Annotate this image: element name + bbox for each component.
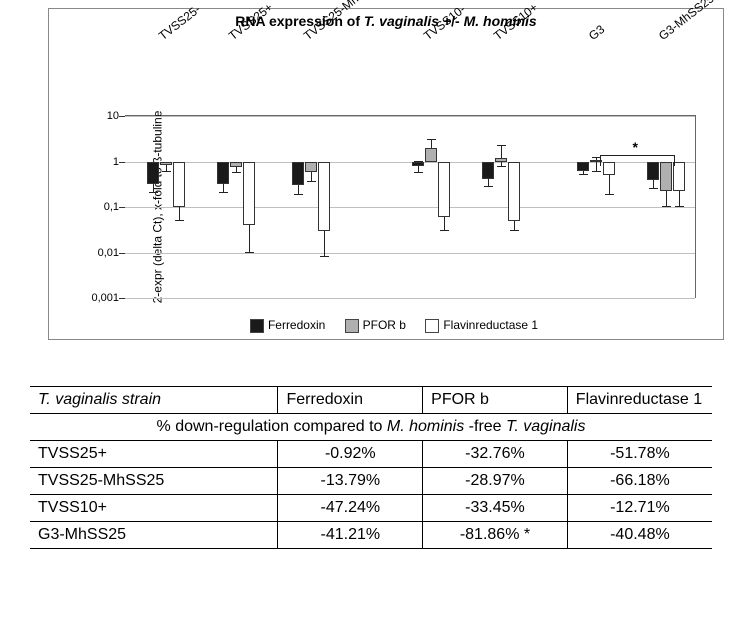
ytick-label: 0,001: [69, 292, 119, 304]
significance-star: *: [633, 139, 638, 155]
col-strain: T. vaginalis strain: [30, 387, 278, 414]
table-cell-strain: TVSS10+: [30, 495, 278, 522]
bar: [425, 148, 437, 162]
significance-bracket: [600, 155, 675, 166]
bar: [318, 162, 330, 231]
col-pforb: PFOR b: [423, 387, 568, 414]
bar: [577, 162, 589, 171]
table-cell-value: -47.24%: [278, 495, 423, 522]
ytick-label: 10: [69, 110, 119, 122]
ytick-label: 0,01: [69, 247, 119, 259]
bar: [508, 162, 520, 221]
bar: [482, 162, 494, 179]
bar: [438, 162, 450, 218]
table-cell-value: -28.97%: [423, 468, 568, 495]
plot-area: 2-expr (delta Ct), x-fold to ß-tubuline …: [125, 115, 696, 298]
table-cell-value: -0.92%: [278, 441, 423, 468]
bar: [147, 162, 159, 185]
bar: [160, 162, 172, 165]
table-cell-value: -66.18%: [567, 468, 712, 495]
table-body: TVSS25+-0.92%-32.76%-51.78%TVSS25-MhSS25…: [30, 441, 712, 549]
bar: [173, 162, 185, 208]
bar: [292, 162, 304, 186]
table-cell-value: -13.79%: [278, 468, 423, 495]
bar: [243, 162, 255, 226]
table-row: TVSS25-MhSS25-13.79%-28.97%-66.18%: [30, 468, 712, 495]
col-ferredoxin: Ferredoxin: [278, 387, 423, 414]
legend-label-pforb: PFOR b: [363, 318, 406, 332]
bar: [217, 162, 229, 185]
table-cell-strain: G3-MhSS25: [30, 522, 278, 549]
bar: [660, 162, 672, 192]
table-subtitle-row: % down-regulation compared to M. hominis…: [30, 414, 712, 441]
table-subtitle: % down-regulation compared to M. hominis…: [30, 414, 712, 441]
results-table-container: T. vaginalis strain Ferredoxin PFOR b Fl…: [30, 386, 712, 549]
chart-title: RNA expression of T. vaginalis +/- M. ho…: [49, 13, 723, 29]
table-cell-value: -32.76%: [423, 441, 568, 468]
table-row: G3-MhSS25-41.21%-81.86% *-40.48%: [30, 522, 712, 549]
table-cell-value: -81.86% *: [423, 522, 568, 549]
col-flavin: Flavinreductase 1: [567, 387, 712, 414]
table-cell-strain: TVSS25-MhSS25: [30, 468, 278, 495]
bar: [495, 158, 507, 162]
ytick-label: 1: [69, 156, 119, 168]
bar: [305, 162, 317, 172]
table-cell-strain: TVSS25+: [30, 441, 278, 468]
legend-swatch-pforb: [345, 319, 359, 333]
table-cell-value: -51.78%: [567, 441, 712, 468]
bar: [673, 162, 685, 192]
table-cell-value: -41.21%: [278, 522, 423, 549]
expression-chart: RNA expression of T. vaginalis +/- M. ho…: [48, 8, 724, 340]
table-cell-value: -40.48%: [567, 522, 712, 549]
table-row: TVSS10+-47.24%-33.45%-12.71%: [30, 495, 712, 522]
bar: [412, 162, 424, 167]
legend-swatch-flavin: [425, 319, 439, 333]
table-cell-value: -12.71%: [567, 495, 712, 522]
table-header-row: T. vaginalis strain Ferredoxin PFOR b Fl…: [30, 387, 712, 414]
legend-label-ferredoxin: Ferredoxin: [268, 318, 325, 332]
legend: Ferredoxin PFOR b Flavinreductase 1: [49, 318, 723, 333]
ytick-label: 0,1: [69, 201, 119, 213]
legend-label-flavin: Flavinreductase 1: [443, 318, 538, 332]
results-table: T. vaginalis strain Ferredoxin PFOR b Fl…: [30, 386, 712, 549]
table-row: TVSS25+-0.92%-32.76%-51.78%: [30, 441, 712, 468]
table-cell-value: -33.45%: [423, 495, 568, 522]
bar: [230, 162, 242, 168]
legend-swatch-ferredoxin: [250, 319, 264, 333]
